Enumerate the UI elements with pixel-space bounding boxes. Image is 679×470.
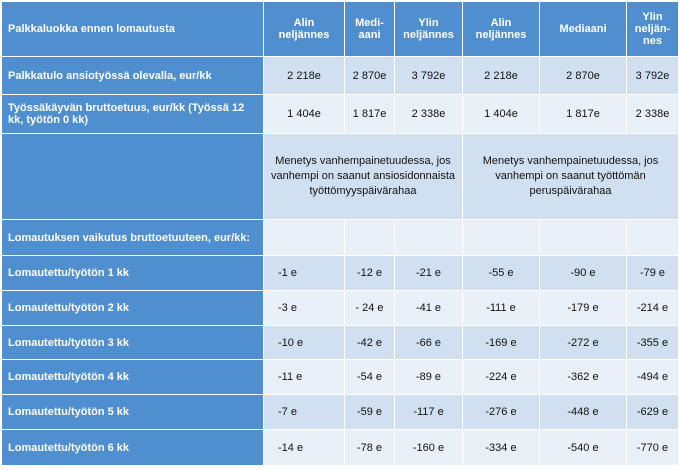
row-value: -1 e — [263, 255, 345, 291]
header-label: Palkkaluokka ennen lomautusta — [1, 1, 264, 57]
row-value: -117 e — [394, 394, 463, 430]
row-value: -7 e — [263, 394, 345, 430]
row-label: Lomautettu/työtön 3 kk — [1, 325, 264, 360]
income-value: 2 870e — [539, 56, 627, 95]
row-value: -494 e — [626, 359, 679, 395]
note-basic-allowance: Menetys vanhempainetuudessa, jos vanhemp… — [462, 133, 679, 220]
income-label: Palkkatulo ansiotyössä olevalla, eur/kk — [1, 56, 264, 95]
row-value: -89 e — [394, 359, 463, 395]
row-value: -54 e — [344, 359, 395, 395]
benefit-value: 1 404e — [263, 94, 345, 134]
row-value: -12 e — [344, 255, 395, 291]
notes-label-empty — [1, 133, 264, 220]
header-col-1: Alin neljännes — [263, 1, 345, 57]
row-value: -21 e — [394, 255, 463, 291]
row-value: -160 e — [394, 429, 463, 466]
income-value: 2 218e — [263, 56, 345, 95]
row-value: - 24 e — [344, 290, 395, 326]
table-row: Lomautettu/työtön 1 kk -1 e -12 e -21 e … — [1, 255, 679, 291]
benefit-value: 1 817e — [344, 94, 395, 134]
header-col-3: Ylin neljännes — [394, 1, 463, 57]
row-value: -169 e — [462, 325, 540, 360]
row-value: -79 e — [626, 255, 679, 291]
row-value: -540 e — [539, 429, 627, 466]
benefit-value: 2 338e — [394, 94, 463, 134]
income-value: 2 870e — [344, 56, 395, 95]
row-value: -111 e — [462, 290, 540, 326]
table-row: Lomautettu/työtön 5 kk -7 e -59 e -117 e… — [1, 394, 679, 430]
row-label: Lomautettu/työtön 1 kk — [1, 255, 264, 291]
benefit-value: 2 338e — [626, 94, 679, 134]
row-value: -629 e — [626, 394, 679, 430]
table-row: Lomautettu/työtön 4 kk -11 e -54 e -89 e… — [1, 359, 679, 395]
row-value: -448 e — [539, 394, 627, 430]
row-value: -224 e — [462, 359, 540, 395]
table-row: Lomautettu/työtön 2 kk -3 e - 24 e -41 e… — [1, 290, 679, 326]
row-value: -90 e — [539, 255, 627, 291]
notes-row: Menetys vanhempainetuudessa, jos vanhemp… — [1, 133, 679, 220]
effect-label: Lomautuksen vaikutus bruttoetuuteen, eur… — [1, 219, 264, 256]
row-value: -214 e — [626, 290, 679, 326]
benefit-label: Työssäkäyvän bruttoetuus, eur/kk (Työssä… — [1, 94, 264, 134]
effect-empty — [344, 219, 395, 256]
row-label: Lomautettu/työtön 6 kk — [1, 429, 264, 466]
effect-row: Lomautuksen vaikutus bruttoetuuteen, eur… — [1, 219, 679, 256]
effect-empty — [263, 219, 345, 256]
header-col-5: Mediaani — [539, 1, 627, 57]
header-row: Palkkaluokka ennen lomautusta Alin neljä… — [1, 1, 679, 57]
row-value: -78 e — [344, 429, 395, 466]
row-value: -179 e — [539, 290, 627, 326]
row-value: -10 e — [263, 325, 345, 360]
table-row: Lomautettu/työtön 3 kk -10 e -42 e -66 e… — [1, 325, 679, 360]
header-col-6: Ylin neljän-nes — [626, 1, 679, 57]
row-value: -362 e — [539, 359, 627, 395]
effect-empty — [626, 219, 679, 256]
income-value: 3 792e — [394, 56, 463, 95]
row-label: Lomautettu/työtön 4 kk — [1, 359, 264, 395]
effect-empty — [539, 219, 627, 256]
benefit-row: Työssäkäyvän bruttoetuus, eur/kk (Työssä… — [1, 94, 679, 134]
row-value: -41 e — [394, 290, 463, 326]
row-value: -66 e — [394, 325, 463, 360]
row-value: -11 e — [263, 359, 345, 395]
header-col-4: Alin neljännes — [462, 1, 540, 57]
row-value: -3 e — [263, 290, 345, 326]
table-row: Lomautettu/työtön 6 kk -14 e -78 e -160 … — [1, 429, 679, 466]
row-value: -59 e — [344, 394, 395, 430]
row-value: -42 e — [344, 325, 395, 360]
benefit-value: 1 404e — [462, 94, 540, 134]
row-value: -276 e — [462, 394, 540, 430]
effect-empty — [462, 219, 540, 256]
note-earnings-related: Menetys vanhempainetuudessa, jos vanhemp… — [263, 133, 463, 220]
row-label: Lomautettu/työtön 5 kk — [1, 394, 264, 430]
row-value: -272 e — [539, 325, 627, 360]
effect-empty — [394, 219, 463, 256]
income-value: 3 792e — [626, 56, 679, 95]
row-value: -55 e — [462, 255, 540, 291]
benefit-value: 1 817e — [539, 94, 627, 134]
row-value: -14 e — [263, 429, 345, 466]
income-row: Palkkatulo ansiotyössä olevalla, eur/kk … — [1, 56, 679, 95]
row-value: -770 e — [626, 429, 679, 466]
row-value: -355 e — [626, 325, 679, 360]
row-label: Lomautettu/työtön 2 kk — [1, 290, 264, 326]
income-value: 2 218e — [462, 56, 540, 95]
row-value: -334 e — [462, 429, 540, 466]
header-col-2: Medi-aani — [344, 1, 395, 57]
